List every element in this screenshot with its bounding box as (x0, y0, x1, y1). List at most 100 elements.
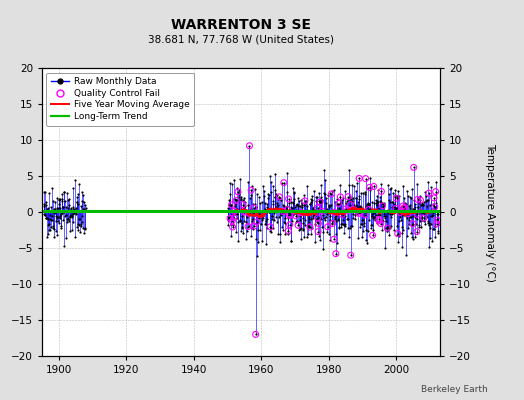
Point (344, 196, 352, 202)
Point (235, 197, 244, 203)
Point (63, 216, 71, 222)
Point (299, 226, 308, 232)
Point (408, 222, 416, 228)
Point (357, 204, 366, 210)
Point (300, 192, 309, 198)
Point (253, 191, 261, 197)
Point (47, 216, 56, 223)
Point (259, 183, 267, 190)
Point (273, 218, 281, 225)
Point (403, 224, 412, 231)
Point (253, 219, 261, 225)
Point (321, 217, 330, 223)
Point (387, 185, 396, 191)
Point (268, 216, 277, 222)
Point (415, 224, 423, 230)
Point (275, 208, 283, 214)
Point (319, 246, 328, 252)
Point (264, 191, 272, 197)
Point (239, 201, 247, 208)
Point (297, 210, 305, 216)
Point (308, 225, 316, 232)
Point (400, 194, 408, 201)
Point (259, 193, 268, 199)
Point (267, 228, 275, 235)
Point (347, 223, 355, 229)
Point (246, 210, 255, 217)
Point (318, 224, 326, 230)
Point (398, 224, 407, 230)
Point (362, 176, 370, 182)
Point (44, 222, 52, 228)
Point (243, 214, 252, 220)
Point (394, 230, 402, 237)
Point (253, 219, 261, 225)
Point (389, 208, 397, 214)
Point (236, 196, 245, 202)
Point (396, 212, 404, 218)
Point (234, 189, 242, 195)
Point (271, 187, 279, 194)
Point (328, 188, 336, 194)
Point (40, 200, 48, 207)
Text: 38.681 N, 77.768 W (United States): 38.681 N, 77.768 W (United States) (148, 34, 334, 44)
Point (341, 213, 349, 220)
Point (75, 222, 83, 228)
Point (346, 198, 354, 204)
Point (48, 212, 56, 219)
Point (253, 252, 261, 259)
Point (295, 227, 303, 233)
Point (254, 211, 263, 217)
Point (395, 218, 403, 224)
Point (263, 204, 271, 210)
Point (278, 209, 287, 216)
Point (226, 215, 234, 222)
Point (374, 211, 383, 217)
Point (252, 203, 260, 210)
Point (63, 215, 72, 222)
Point (284, 228, 292, 234)
Point (342, 206, 350, 212)
Point (305, 224, 314, 230)
Point (291, 204, 300, 210)
Point (302, 198, 311, 204)
Point (412, 228, 421, 235)
Point (359, 220, 368, 226)
Point (350, 206, 358, 213)
Point (341, 221, 350, 228)
Point (421, 212, 430, 219)
Point (284, 228, 292, 234)
Point (310, 212, 319, 218)
Point (418, 217, 426, 223)
Point (343, 208, 351, 214)
Point (323, 208, 332, 214)
Point (234, 238, 242, 245)
Point (358, 221, 366, 227)
Point (275, 194, 283, 200)
Point (422, 198, 430, 204)
Point (370, 214, 378, 220)
Point (225, 215, 233, 221)
Point (41, 212, 49, 218)
Point (70, 206, 78, 213)
Point (405, 202, 413, 209)
Point (282, 189, 291, 195)
Point (69, 204, 78, 210)
Point (386, 186, 395, 192)
Point (228, 218, 236, 224)
Point (304, 221, 312, 228)
Point (420, 210, 429, 217)
Point (243, 213, 251, 219)
Point (361, 189, 369, 195)
Point (269, 210, 278, 216)
Point (407, 208, 416, 214)
Point (347, 182, 356, 188)
Point (267, 225, 275, 232)
Point (346, 252, 355, 258)
Point (242, 211, 250, 218)
Point (74, 180, 83, 187)
Point (77, 221, 85, 227)
Point (369, 214, 377, 221)
Point (264, 206, 272, 213)
Point (318, 197, 326, 203)
